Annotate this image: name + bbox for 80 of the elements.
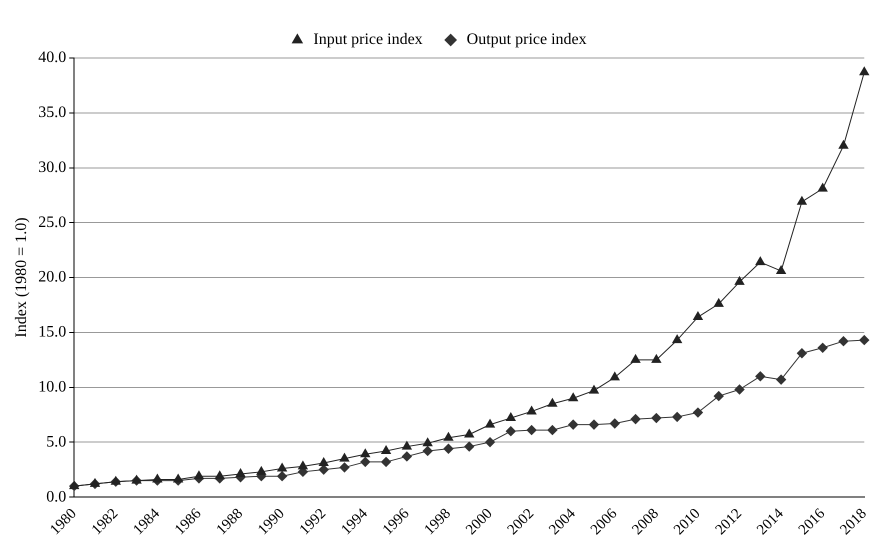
point	[152, 474, 162, 482]
x-tick-label: 1982	[88, 506, 122, 538]
point	[381, 456, 392, 467]
point	[485, 437, 496, 448]
y-tick-label: 25.0	[38, 214, 66, 231]
point	[194, 470, 204, 480]
point	[339, 462, 350, 472]
point	[381, 445, 391, 454]
point	[422, 446, 433, 456]
point	[838, 140, 848, 149]
point	[859, 335, 870, 346]
point	[340, 453, 350, 462]
point	[277, 471, 288, 482]
point	[838, 336, 848, 346]
point	[277, 463, 287, 472]
x-tick-label: 1990	[255, 506, 288, 538]
point	[755, 371, 766, 382]
x-tick-label: 1980	[47, 506, 80, 538]
point	[360, 448, 370, 458]
point	[818, 183, 828, 192]
point	[443, 444, 454, 454]
point	[714, 298, 724, 307]
point	[318, 458, 329, 466]
point	[568, 392, 578, 402]
point	[610, 372, 620, 380]
point	[568, 420, 578, 430]
point	[90, 478, 100, 487]
legend-label: Input price index	[313, 31, 423, 48]
point	[548, 398, 558, 407]
point	[506, 412, 516, 422]
y-tick-label: 30.0	[38, 158, 66, 176]
point	[630, 354, 640, 363]
point	[485, 419, 495, 428]
y-axis-title: Index (1980 = 1.0)	[12, 217, 30, 338]
x-tick-label: 1992	[296, 506, 330, 538]
point	[422, 438, 432, 446]
point	[692, 408, 703, 418]
point	[734, 276, 744, 285]
point	[547, 425, 558, 436]
point	[360, 456, 370, 467]
y-tick-label: 5.0	[46, 433, 66, 450]
point	[214, 470, 225, 480]
point	[776, 374, 786, 385]
point	[236, 468, 246, 478]
y-tick-label: 15.0	[38, 324, 66, 341]
point	[318, 464, 329, 475]
point	[693, 312, 703, 320]
point	[755, 256, 766, 266]
legend-label: Output price index	[466, 31, 587, 48]
point	[173, 474, 183, 482]
point	[444, 432, 454, 441]
point	[776, 265, 786, 274]
point	[588, 420, 599, 430]
y-tick-label: 35.0	[38, 104, 66, 122]
point	[672, 334, 682, 344]
point	[652, 354, 662, 363]
point	[526, 406, 536, 414]
point	[402, 451, 412, 462]
point	[672, 412, 682, 422]
point	[714, 391, 724, 402]
point	[734, 384, 745, 394]
point	[298, 460, 308, 470]
point	[818, 342, 828, 353]
point	[796, 348, 807, 358]
point	[630, 414, 641, 424]
point	[464, 428, 474, 438]
point	[464, 442, 474, 452]
point	[526, 425, 537, 436]
y-tick-label: 40.0	[38, 49, 66, 66]
y-tick-label: 0.0	[46, 488, 66, 506]
point	[589, 385, 599, 394]
point	[651, 413, 662, 424]
point	[797, 196, 807, 205]
point	[402, 441, 412, 450]
point	[506, 426, 516, 436]
point	[859, 66, 870, 76]
y-tick-label: 20.0	[38, 268, 66, 286]
y-tick-label: 10.0	[38, 378, 66, 396]
point	[256, 466, 266, 475]
point	[610, 418, 620, 429]
